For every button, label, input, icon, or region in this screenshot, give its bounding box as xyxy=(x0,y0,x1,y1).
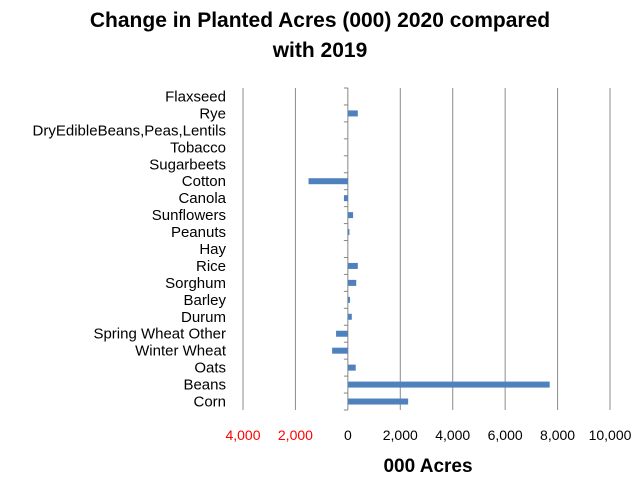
chart-title-line-1: Change in Planted Acres (000) 2020 compa… xyxy=(89,9,551,32)
bar-sorghum xyxy=(347,279,357,286)
bar-sunflowers xyxy=(347,212,354,219)
x-axis-title: 000 Acres xyxy=(383,456,472,477)
bar-rye xyxy=(347,110,358,117)
bar-cotton xyxy=(308,178,348,185)
x-tick-label: 4,000 xyxy=(435,427,470,443)
category-label: Rice xyxy=(196,258,226,275)
bar-barley xyxy=(347,296,350,303)
bar-spring-wheat-other xyxy=(336,330,348,337)
category-label: Oats xyxy=(194,360,226,377)
gridlines xyxy=(242,88,611,410)
x-tick-label: 2,000 xyxy=(278,427,313,443)
x-tick-label: 4,000 xyxy=(225,427,260,443)
category-label: Cotton xyxy=(182,173,226,190)
category-label: Tobacco xyxy=(170,139,226,156)
bar-rice xyxy=(347,262,358,269)
category-label: DryEdibleBeans,Peas,Lentils xyxy=(33,122,226,139)
category-label: Canola xyxy=(178,190,226,207)
category-label: Peanuts xyxy=(171,224,226,241)
category-label: Hay xyxy=(199,241,226,258)
bar-durum xyxy=(347,313,352,320)
category-label: Sorghum xyxy=(165,275,226,292)
bar-canola xyxy=(343,195,348,202)
bar-oats xyxy=(347,364,356,371)
bar-corn xyxy=(347,398,409,405)
x-tick-label: 6,000 xyxy=(488,427,523,443)
x-tick-label: 8,000 xyxy=(540,427,575,443)
x-tick-label: 10,000 xyxy=(589,427,632,443)
chart-title-line-2: with 2019 xyxy=(272,39,368,62)
category-label: Sunflowers xyxy=(152,207,226,224)
category-label: Flaxseed xyxy=(165,88,226,105)
x-tick-label: 0 xyxy=(344,427,352,443)
category-label: Beans xyxy=(183,377,226,394)
x-tick-label: 2,000 xyxy=(383,427,418,443)
category-label: Spring Wheat Other xyxy=(93,326,226,343)
chart-title: Change in Planted Acres (000) 2020 compa… xyxy=(0,6,640,66)
category-label: Durum xyxy=(181,309,226,326)
x-tick-labels: 4,000 2,000 0 2,000 4,000 6,000 8,000 10,000 xyxy=(225,427,631,443)
category-label: Sugarbeets xyxy=(149,156,226,173)
bar-winter-wheat xyxy=(332,347,348,354)
category-label: Rye xyxy=(199,105,226,122)
bar-peanuts xyxy=(347,229,350,236)
category-label: Barley xyxy=(183,292,226,309)
category-label: Winter Wheat xyxy=(135,343,227,360)
category-label: Corn xyxy=(193,394,226,411)
bar-beans xyxy=(347,381,550,388)
y-axis xyxy=(343,87,348,411)
bars xyxy=(308,110,550,405)
